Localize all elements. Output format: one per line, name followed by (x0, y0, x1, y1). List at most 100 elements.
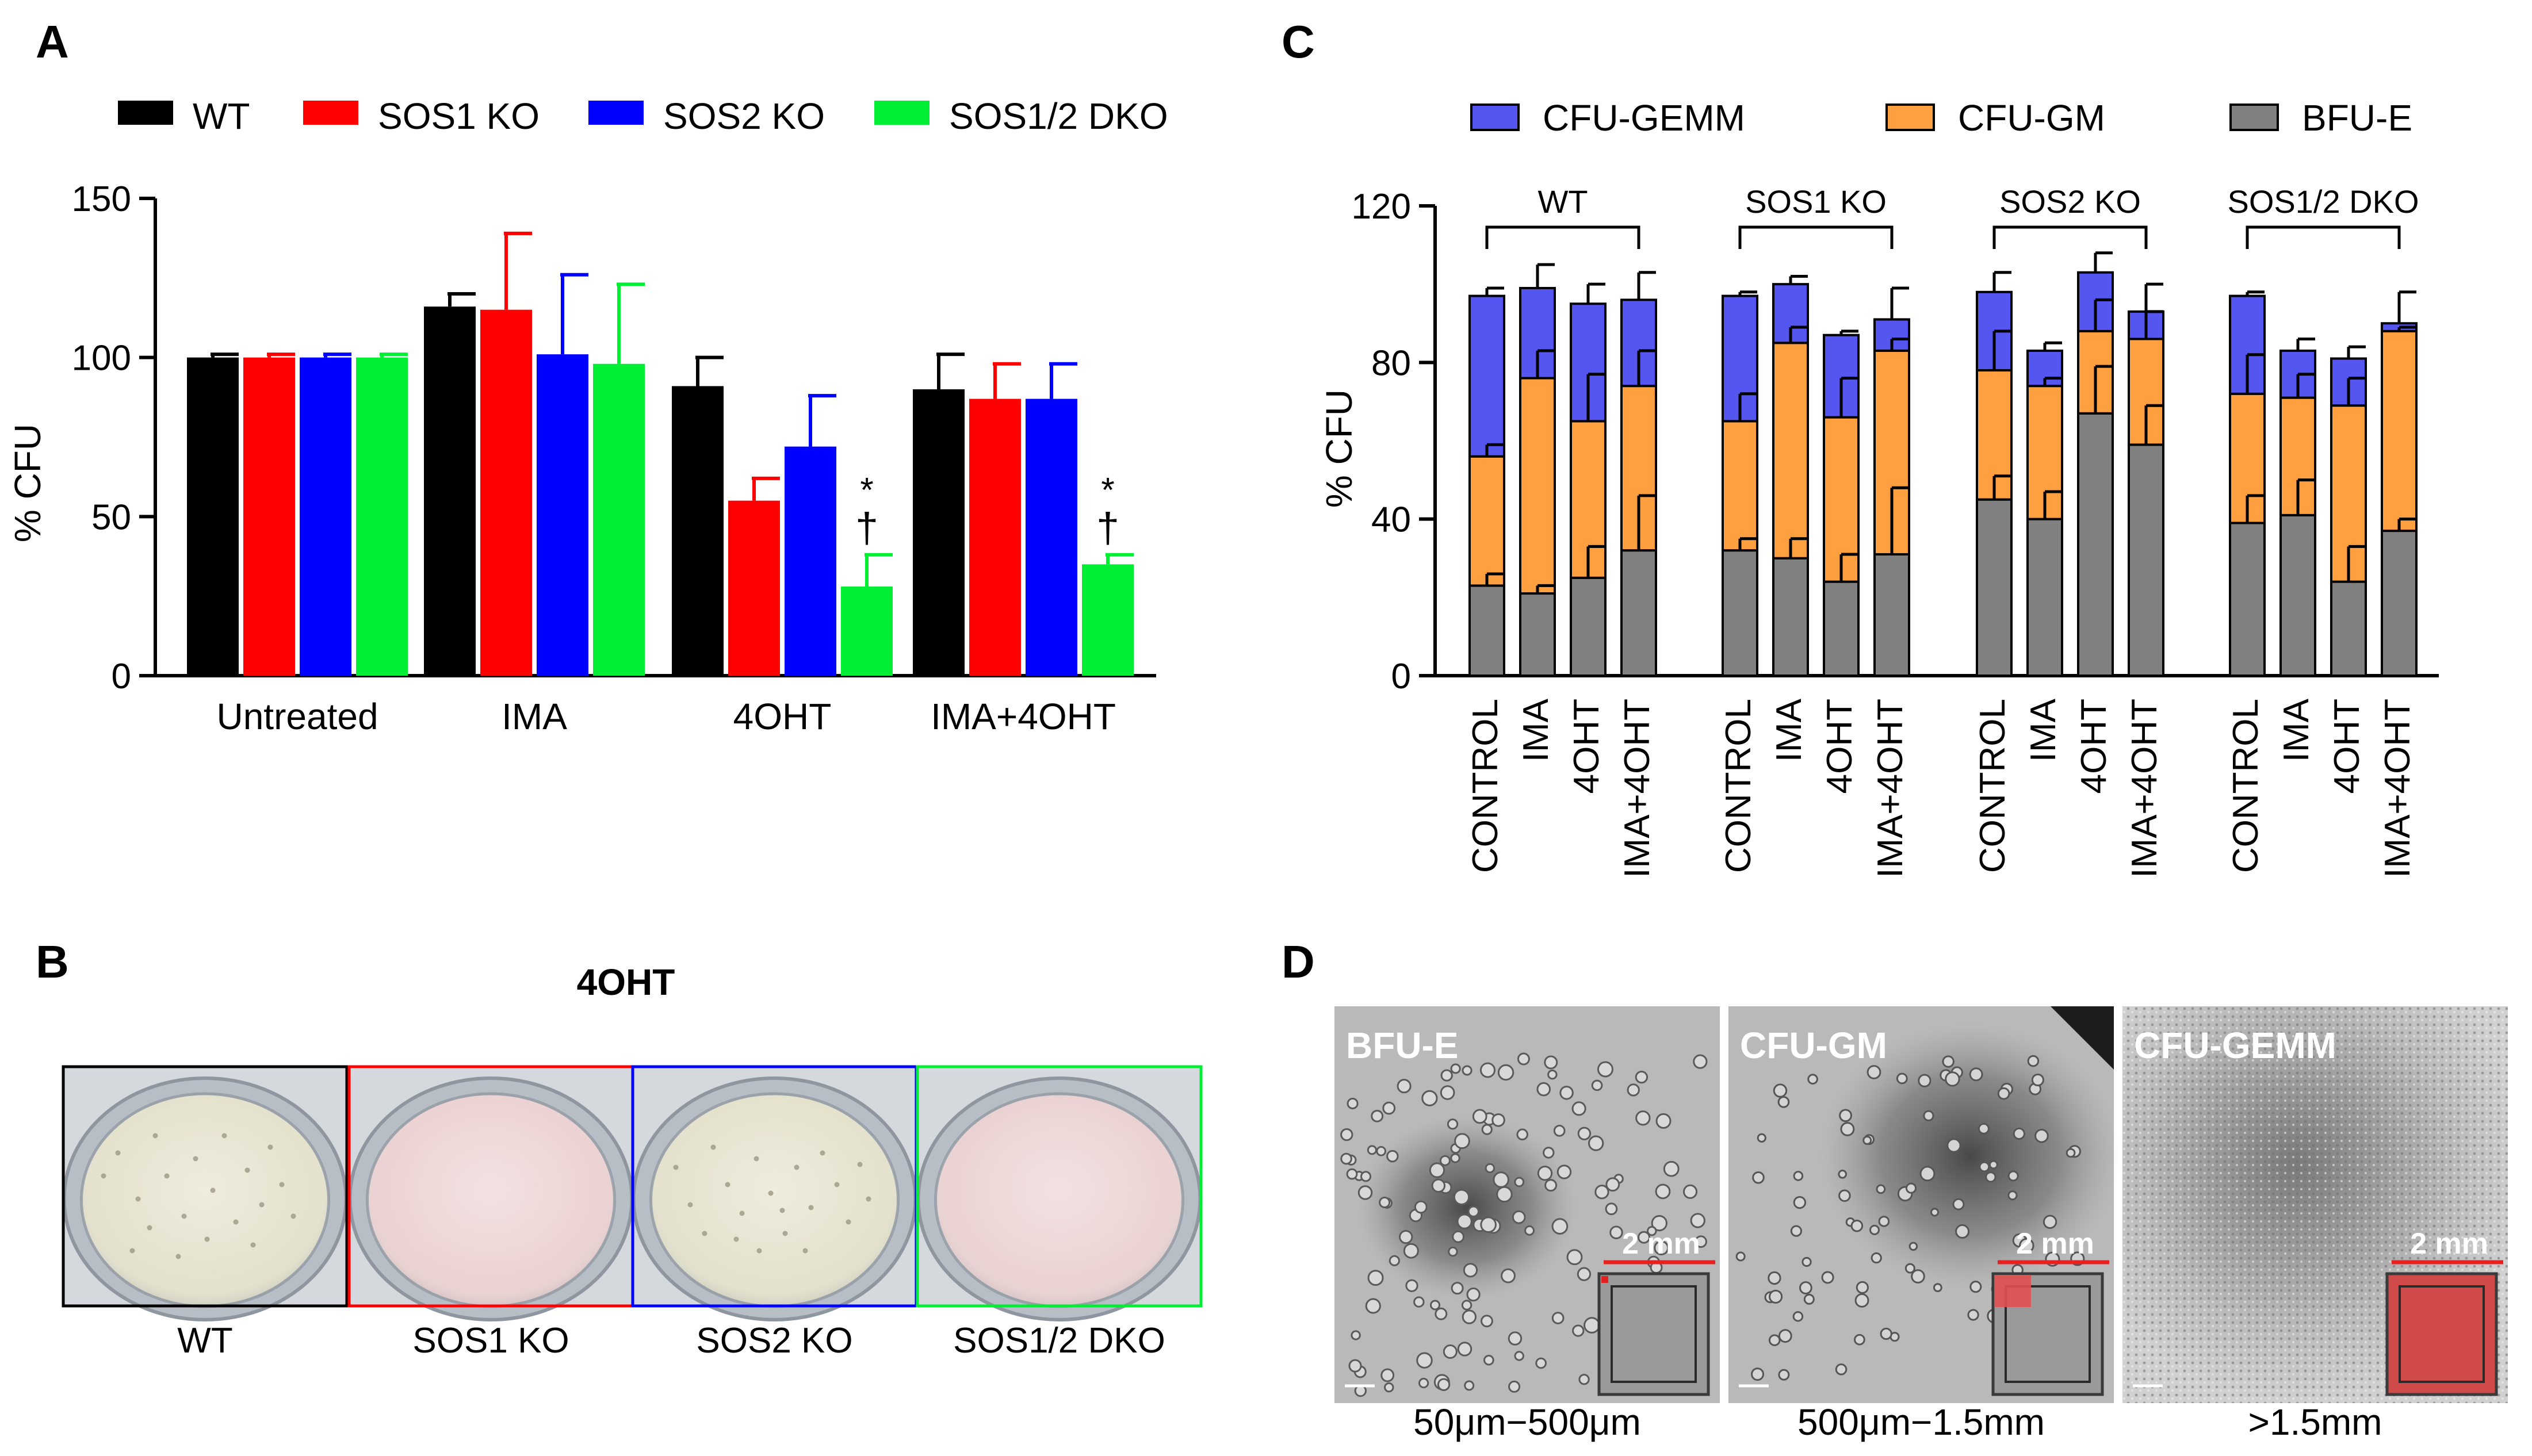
cell (1379, 1197, 1391, 1209)
cell (1461, 1300, 1472, 1311)
cell (1757, 1133, 1766, 1143)
cell (1790, 1225, 1802, 1237)
cell (1988, 1160, 1998, 1170)
cell (1952, 1198, 1965, 1210)
cell (1605, 1202, 1618, 1216)
legend-label-a: WT (193, 95, 250, 137)
cell (2013, 1127, 2025, 1140)
inset-inner-box (2005, 1285, 2091, 1383)
micrographs-d: BFU-E 2 mm 50μm−500μm CFU-GM 2 mm 500μm−1.5mm… (1334, 1006, 2508, 1443)
x-tick-label-a: Untreated (216, 696, 378, 737)
bar-a-ima-sos1-2-dko (593, 363, 645, 676)
cell (1768, 1271, 1781, 1285)
colony-dot (279, 1182, 285, 1187)
cell (1942, 1055, 1955, 1068)
cell (1514, 1351, 1524, 1361)
colony-dot (244, 1167, 250, 1173)
y-tick-label-c: 40 (1371, 500, 1411, 540)
well-shading (651, 1094, 898, 1306)
cell (1435, 1307, 1448, 1320)
cell (1443, 1344, 1458, 1359)
bar-a-4oht-sos1-2-dko (841, 587, 893, 676)
scale-label: 2 mm (2410, 1227, 2488, 1260)
legend-label-a: SOS1 KO (378, 95, 540, 137)
cell (1768, 1334, 1781, 1346)
cell (1348, 1359, 1362, 1373)
cell (1450, 1063, 1461, 1074)
y-tick-label-a: 50 (91, 497, 131, 537)
bar-a-ima-4oht-sos1-ko (969, 399, 1021, 676)
cell (1635, 1070, 1649, 1084)
cell (1365, 1298, 1381, 1314)
cell (1371, 1109, 1384, 1122)
cell (1918, 1074, 1931, 1087)
error-bars-c (1485, 251, 2416, 594)
micrograph-bfu-e: BFU-E 2 mm (1334, 1006, 1720, 1403)
cell (1367, 1145, 1377, 1155)
colony-dot (866, 1196, 871, 1202)
cell (1467, 1205, 1479, 1217)
star-annotation: * (1101, 471, 1114, 509)
cell (1447, 1118, 1459, 1130)
x-tick-label-c: IMA (2024, 698, 2063, 762)
stacked-bar-c-sos2-ko-ima-4oht-bfu-e (2128, 443, 2164, 677)
cell (1651, 1215, 1667, 1232)
x-tick-label-c: 4OHT (2074, 699, 2114, 794)
cell (1854, 1293, 1869, 1308)
cell (1462, 1309, 1477, 1324)
cell (1382, 1101, 1396, 1115)
legend-swatch-a-sos2-ko (588, 101, 644, 125)
colony-dot (725, 1182, 730, 1187)
cell (1655, 1183, 1671, 1200)
colony-dot (779, 1208, 785, 1213)
colony-dot (834, 1182, 840, 1187)
y-axis-label-a: % CFU (7, 424, 48, 542)
cell (2007, 1170, 2019, 1182)
legend-label-a: SOS1/2 DKO (949, 95, 1168, 137)
group-label-c: SOS1 KO (1745, 183, 1887, 220)
cell (1496, 1186, 1513, 1203)
cell (1773, 1083, 1788, 1098)
x-tick-label-c: CONTROL (1466, 699, 1505, 873)
colony-dot (820, 1150, 825, 1156)
panel-label-c: C (1282, 16, 1315, 67)
panel-b-title: 4OHT (577, 961, 675, 1003)
group-bracket-c (2246, 225, 2401, 249)
cell (1448, 1246, 1458, 1257)
colony-dot (754, 1156, 759, 1162)
cell (2027, 1055, 2040, 1067)
cell (1421, 1090, 1438, 1106)
micrograph-title: BFU-E (1346, 1025, 1459, 1066)
cell (1512, 1210, 1526, 1224)
cell (1862, 1136, 1872, 1145)
colony-dot (147, 1225, 152, 1231)
bar-a-ima-4oht-sos1-2-dko (1082, 564, 1134, 676)
cell (1508, 1331, 1523, 1346)
cell (1551, 1312, 1565, 1324)
well-photo-wt (62, 1065, 349, 1321)
inset-box (1597, 1272, 1710, 1396)
cell (1693, 1054, 1708, 1069)
cell (1450, 1153, 1460, 1163)
cell (1778, 1369, 1790, 1381)
x-tick-label-c: IMA (1516, 698, 1556, 762)
cell (1854, 1334, 1865, 1346)
cell (1464, 1380, 1475, 1391)
colony-dot (175, 1254, 181, 1259)
cell (1556, 1164, 1572, 1179)
cell (1871, 1252, 1882, 1264)
stacked-bar-c-sos1-ko-control-bfu-e (1722, 549, 1758, 677)
well-shading (935, 1094, 1183, 1306)
x-tick-labels-c: CONTROL IMA 4OHT IMA+4OHT CONTROL IMA 4OHT IMA+… (1466, 698, 2418, 878)
bar-a-4oht-sos1-ko (728, 500, 780, 676)
cell (1491, 1113, 1505, 1127)
cell (1609, 1225, 1623, 1240)
colony-dot (250, 1242, 256, 1248)
cell (1802, 1256, 1812, 1267)
dagger-annotation: † (855, 505, 878, 551)
cell (1605, 1177, 1620, 1192)
y-axis-label-c: % CFU (1318, 389, 1360, 508)
group-bracket-c (1992, 225, 2148, 249)
legend-swatch-a-wt (118, 101, 173, 125)
stacked-bar-c-sos1-2-dko-4oht-bfu-e (2330, 580, 2367, 677)
